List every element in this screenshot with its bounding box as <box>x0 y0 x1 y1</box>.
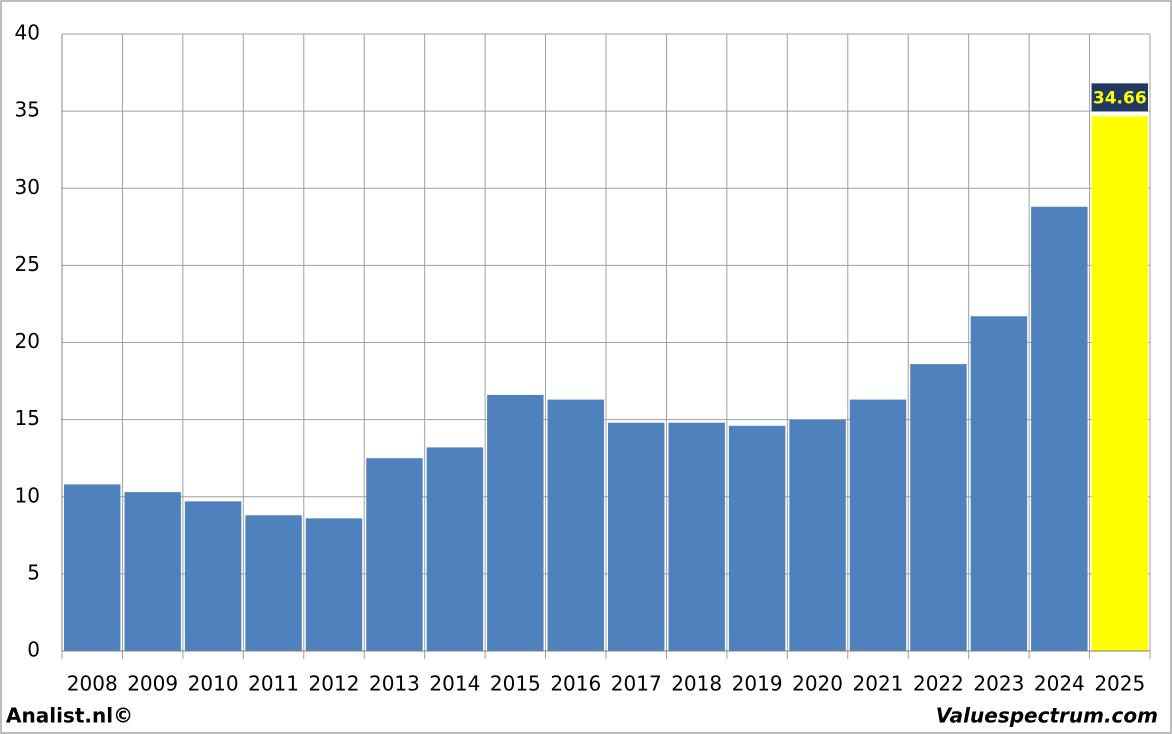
data-label-box <box>1091 83 1148 112</box>
x-tick-label: 2019 <box>732 672 783 696</box>
x-tick-label: 2012 <box>309 672 360 696</box>
x-tick-label: 2017 <box>611 672 662 696</box>
y-tick-label: 0 <box>27 638 40 662</box>
bar <box>728 425 786 651</box>
x-tick-label: 2013 <box>369 672 420 696</box>
x-tick-label: 2015 <box>490 672 541 696</box>
x-tick-label: 2009 <box>127 672 178 696</box>
bar <box>426 447 484 651</box>
x-tick-label: 2024 <box>1034 672 1085 696</box>
y-tick-label: 40 <box>15 21 40 45</box>
x-tick-label: 2022 <box>913 672 964 696</box>
bar <box>184 501 242 651</box>
bar <box>668 422 725 651</box>
bar <box>245 515 302 651</box>
bar <box>305 518 363 651</box>
x-tick-label: 2011 <box>248 672 299 696</box>
x-tick-label: 2008 <box>67 672 118 696</box>
bar <box>789 419 846 651</box>
bar <box>910 364 967 651</box>
bar <box>970 316 1028 651</box>
y-tick-label: 30 <box>15 175 40 199</box>
bar <box>487 394 544 651</box>
bar <box>1031 206 1088 651</box>
y-tick-label: 25 <box>15 252 40 276</box>
bar <box>608 422 665 651</box>
footer-left: Analist.nl© <box>6 704 133 728</box>
bar <box>124 492 181 651</box>
bar <box>64 484 121 651</box>
x-tick-label: 2020 <box>792 672 843 696</box>
footer-right: Valuespectrum.com <box>936 704 1158 728</box>
x-tick-label: 2021 <box>853 672 904 696</box>
bar <box>366 458 423 651</box>
y-tick-label: 5 <box>27 560 40 584</box>
y-tick-label: 35 <box>15 98 40 122</box>
y-tick-label: 10 <box>15 483 40 507</box>
x-tick-label: 2025 <box>1094 672 1145 696</box>
bar <box>547 399 604 651</box>
x-tick-label: 2010 <box>188 672 239 696</box>
y-tick-label: 20 <box>15 329 40 353</box>
bar <box>849 399 907 651</box>
x-tick-label: 2014 <box>429 672 480 696</box>
bar <box>1091 116 1148 651</box>
x-tick-label: 2023 <box>973 672 1024 696</box>
y-tick-label: 15 <box>15 406 40 430</box>
x-tick-label: 2016 <box>550 672 601 696</box>
data-label: 34.66 <box>1093 88 1147 108</box>
x-tick-label: 2018 <box>671 672 722 696</box>
